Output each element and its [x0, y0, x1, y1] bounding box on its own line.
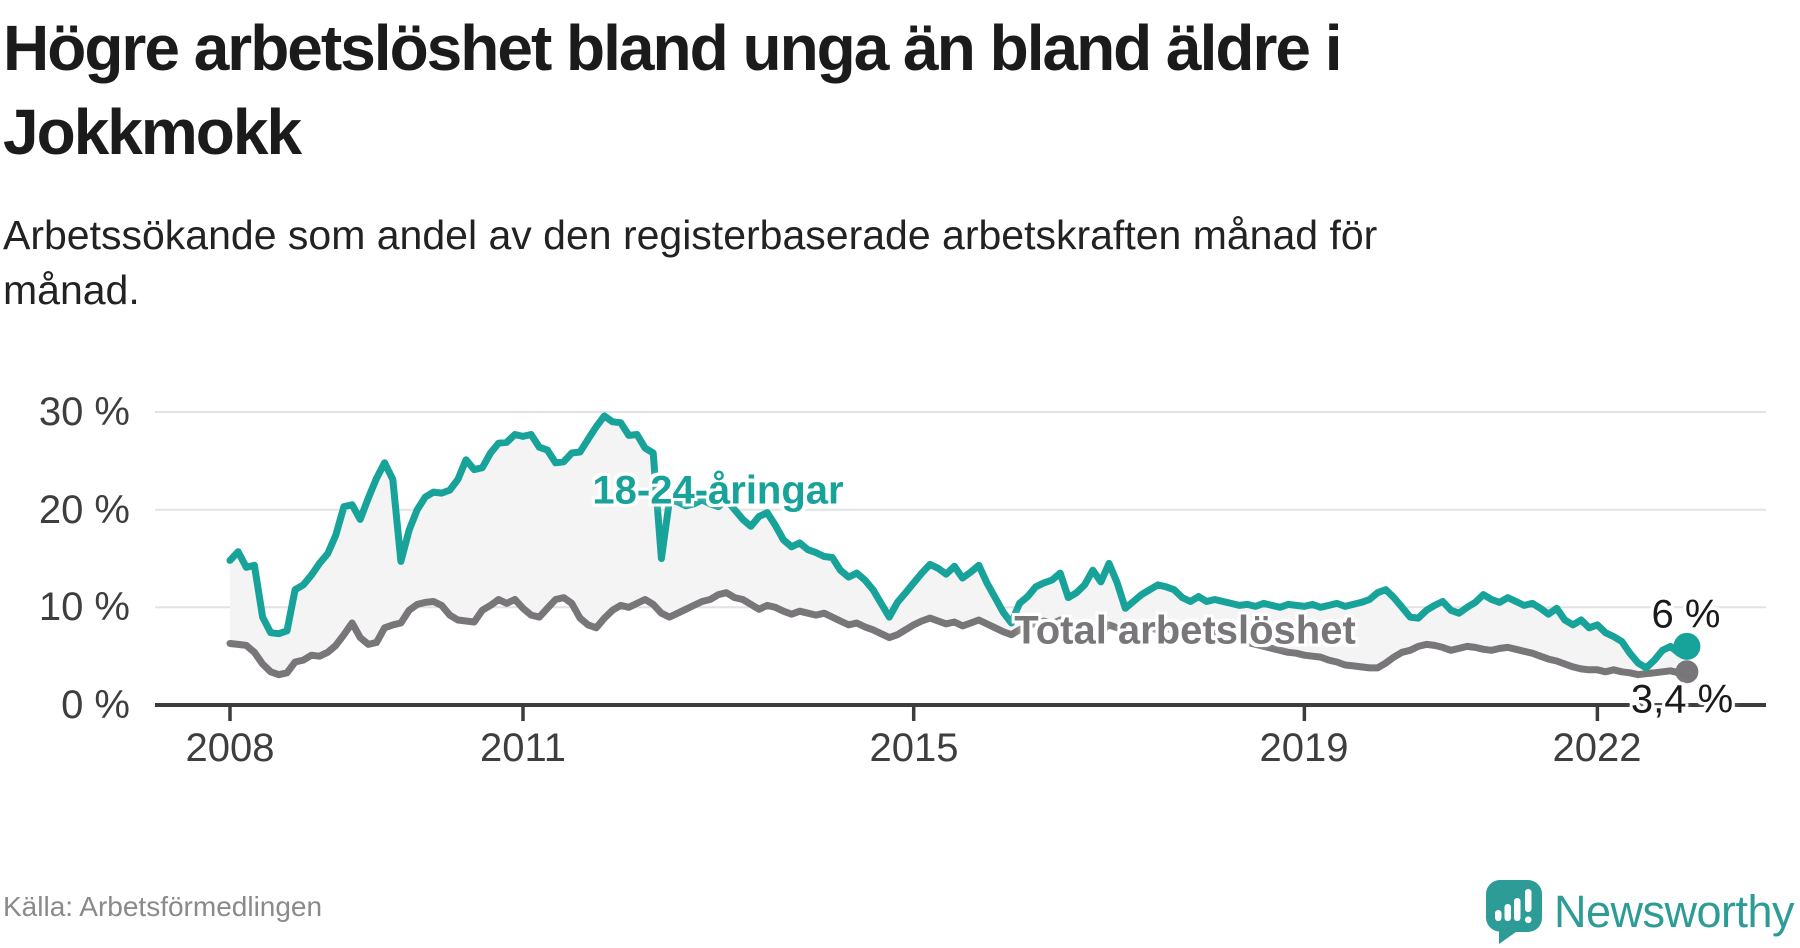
newsworthy-branding: Newsworthy [1486, 880, 1795, 944]
series-label-youth: 18-24-åringar [592, 468, 844, 513]
youth-end-value-label: 6 % [1651, 592, 1721, 637]
newsworthy-wordmark: Newsworthy [1554, 886, 1795, 937]
total-end-value-label: 3,4 % [1630, 677, 1734, 722]
x-tick-label: 2008 [185, 726, 275, 770]
y-tick-label: 30 % [38, 390, 130, 434]
youth-series-end-dot [1673, 632, 1701, 660]
total-series-end-dot [1675, 660, 1699, 684]
page-title: Högre arbetslöshet bland unga än bland ä… [3, 12, 1343, 169]
y-tick-label: 0 % [61, 683, 130, 727]
x-tick-label: 2019 [1259, 726, 1349, 770]
total-series-line [226, 589, 1691, 679]
source-note: Källa: Arbetsförmedlingen [3, 891, 323, 922]
x-tick-label: 2022 [1552, 726, 1642, 770]
x-tick-label: 2011 [479, 726, 566, 770]
page-subtitle: Arbetssökande som andel av den registerb… [3, 212, 1378, 313]
series-band-fill [230, 415, 1687, 675]
x-axis [155, 703, 1766, 721]
series-label-total: Total arbetslöshet [1014, 608, 1356, 653]
newsworthy-logo-icon [1486, 880, 1542, 944]
youth-series-line [226, 412, 1691, 672]
y-tick-label: 20 % [38, 488, 130, 532]
y-tick-label: 10 % [38, 585, 130, 629]
x-tick-label: 2015 [869, 726, 959, 770]
